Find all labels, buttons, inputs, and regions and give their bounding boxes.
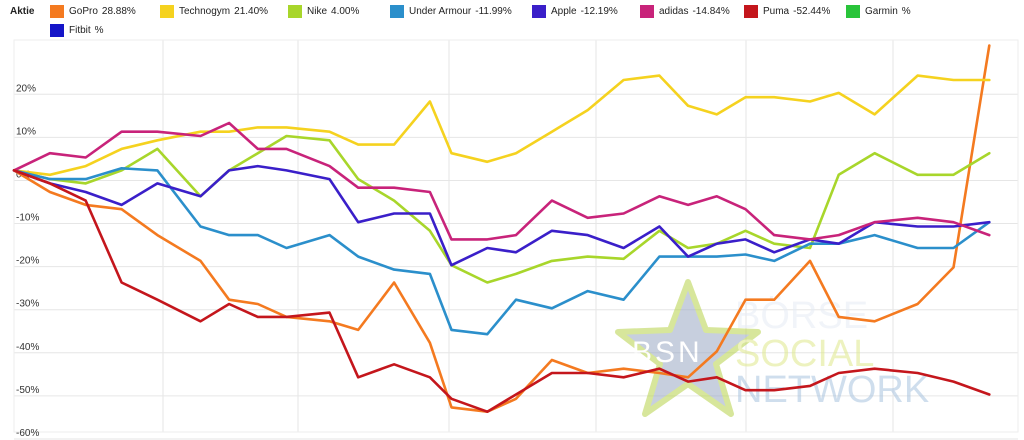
legend-value: % bbox=[901, 5, 911, 17]
y-tick-label: -50% bbox=[16, 385, 39, 396]
legend-item-fitbit[interactable]: Fitbit % bbox=[50, 23, 104, 37]
legend-label: Garmin bbox=[865, 5, 898, 17]
y-tick-label: 20% bbox=[16, 83, 36, 94]
legend-label: adidas bbox=[659, 5, 689, 17]
y-axis: 20%10%0%-10%-20%-30%-40%-50%-60% bbox=[16, 83, 39, 439]
y-tick-label: -10% bbox=[16, 213, 39, 224]
series-line-technogym[interactable] bbox=[12, 74, 991, 177]
legend-label: Nike bbox=[307, 5, 328, 17]
legend-swatch bbox=[390, 4, 404, 18]
legend-value: 4.00% bbox=[331, 5, 360, 17]
grid bbox=[13, 39, 1019, 440]
series-line-apple[interactable] bbox=[12, 164, 991, 267]
legend-swatch bbox=[50, 4, 64, 18]
star-logo-icon bbox=[615, 279, 761, 417]
watermark-line2: SOCIAL bbox=[735, 333, 874, 375]
legend-value: -12.19% bbox=[580, 5, 618, 17]
legend-swatch bbox=[846, 4, 860, 18]
legend-swatch bbox=[744, 4, 758, 18]
series-line-nike[interactable] bbox=[12, 134, 991, 284]
legend-item-nike[interactable]: Nike 4.00% bbox=[288, 4, 359, 18]
y-tick-label: -30% bbox=[16, 299, 39, 310]
y-tick-label: 10% bbox=[16, 126, 36, 137]
legend-label: Apple bbox=[551, 5, 577, 17]
legend-item-under-armour[interactable]: Under Armour -11.99% bbox=[390, 4, 512, 18]
legend-value: 28.88% bbox=[101, 5, 136, 17]
series-line-gopro[interactable] bbox=[12, 44, 991, 414]
legend-value: 21.40% bbox=[234, 5, 269, 17]
y-tick-label: -20% bbox=[16, 256, 39, 267]
series-line-puma[interactable] bbox=[12, 169, 991, 414]
legend-value: -52.44% bbox=[793, 5, 831, 17]
legend-swatch bbox=[160, 4, 174, 18]
legend-item-garmin[interactable]: Garmin % bbox=[846, 4, 911, 18]
legend-item-gopro[interactable]: GoPro 28.88% bbox=[50, 4, 136, 18]
watermark-badge: BSN bbox=[632, 336, 703, 369]
legend-item-puma[interactable]: Puma -52.44% bbox=[744, 4, 830, 18]
legend-item-technogym[interactable]: Technogym 21.40% bbox=[160, 4, 268, 18]
legend-label: Technogym bbox=[179, 5, 231, 17]
legend-label: Puma bbox=[763, 5, 790, 17]
watermark: BSN BÖRSE SOCIAL NETWORK bbox=[615, 279, 929, 417]
legend-swatch bbox=[640, 4, 654, 18]
series-lines bbox=[12, 44, 991, 414]
legend-value: -11.99% bbox=[475, 5, 512, 17]
legend-label: Fitbit bbox=[69, 24, 91, 36]
y-tick-label: -40% bbox=[16, 342, 39, 353]
legend: Aktie GoPro 28.88% Technogym 21.40% Nike… bbox=[0, 0, 1024, 40]
watermark-line1: BÖRSE bbox=[735, 295, 868, 337]
legend-swatch bbox=[50, 23, 64, 37]
legend-item-adidas[interactable]: adidas -14.84% bbox=[640, 4, 730, 18]
y-tick-label: -60% bbox=[16, 428, 39, 439]
series-line-under-armour[interactable] bbox=[12, 167, 991, 336]
legend-label: GoPro bbox=[69, 5, 98, 17]
legend-swatch bbox=[288, 4, 302, 18]
legend-label: Under Armour bbox=[409, 5, 472, 17]
plot-border bbox=[13, 39, 1019, 433]
legend-value: % bbox=[94, 24, 104, 36]
series-line-adidas[interactable] bbox=[12, 121, 991, 241]
legend-swatch bbox=[532, 4, 546, 18]
legend-value: -14.84% bbox=[692, 5, 730, 17]
legend-title: Aktie bbox=[10, 6, 35, 17]
legend-item-apple[interactable]: Apple -12.19% bbox=[532, 4, 618, 18]
